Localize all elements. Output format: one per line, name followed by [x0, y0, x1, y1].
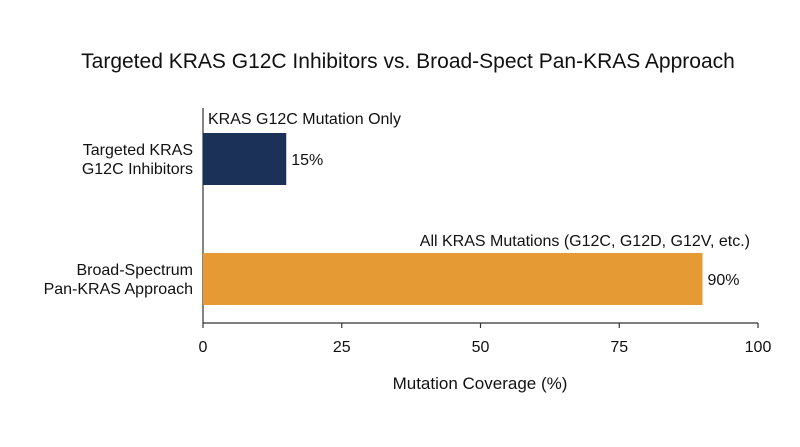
x-tick-label: 25 — [333, 339, 351, 356]
x-tick-label: 75 — [610, 339, 628, 356]
bar-value-label: 90% — [708, 272, 740, 289]
y-category-label: Broad-Spectrum Pan-KRAS Approach — [44, 262, 193, 298]
x-tick-label: 50 — [472, 339, 490, 356]
chart-title: Targeted KRAS G12C Inhibitors vs. Broad-… — [81, 50, 735, 73]
x-tick-label: 100 — [745, 339, 772, 356]
bar — [203, 133, 287, 185]
y-category-label-line: Broad-Spectrum — [77, 262, 194, 279]
y-category-label: Targeted KRAS G12C Inhibitors — [82, 142, 193, 178]
bar-value-label: 15% — [291, 152, 323, 169]
annotation-pan-kras: All KRAS Mutations (G12C, G12D, G12V, et… — [420, 233, 750, 250]
y-category-label-line: Targeted KRAS — [83, 142, 193, 159]
x-tick-label: 0 — [199, 339, 208, 356]
x-axis-label: Mutation Coverage (%) — [393, 374, 568, 393]
y-category-label-line: G12C Inhibitors — [82, 161, 193, 178]
bar — [203, 253, 703, 305]
annotation-g12c: KRAS G12C Mutation Only — [208, 111, 401, 128]
y-category-label-line: Pan-KRAS Approach — [44, 281, 193, 298]
plot-area: 0 25 50 75 100 15% Targeted KRAS G12C Inhibitor… — [44, 108, 772, 356]
